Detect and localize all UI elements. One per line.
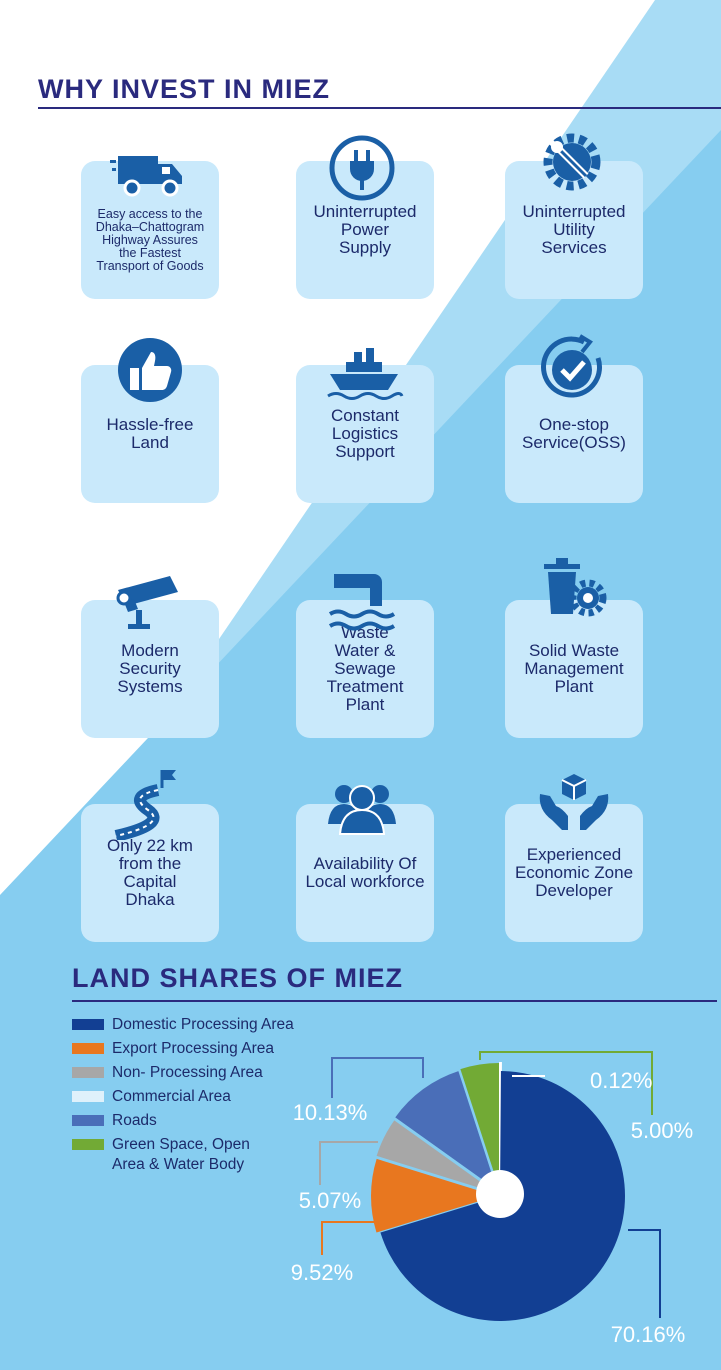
pie-slice [460,1063,499,1188]
legend-swatch [72,1139,104,1150]
waste-bin-gear-icon [544,558,607,617]
feature-label: Solid Waste Management Plant [524,641,624,696]
legend-label: Roads [112,1112,157,1129]
title-underline [38,107,721,109]
power-plug-icon [329,135,395,201]
legend-label: Domestic Processing Area [112,1016,294,1033]
legend-item: Domestic Processing Area [72,1015,294,1039]
legend-item: Export Processing Area [72,1039,294,1063]
pie-leader-line [479,1051,653,1115]
land-section-title: LAND SHARES OF MIEZ [72,963,404,993]
feature-card: Modern Security Systems [81,600,219,738]
cargo-ship-icon [327,348,404,400]
pie-leader-line [331,1057,424,1098]
legend-label: Green Space, Open Area & Water Body [112,1136,250,1173]
legend-swatch [72,1091,104,1102]
pie-data-label: 9.52% [291,1260,353,1285]
feature-card: Easy access to the Dhaka–Chattogram High… [81,161,219,299]
delivery-truck-icon [110,156,182,197]
pie-slice [499,1061,502,1189]
pie-leader-line [319,1141,378,1185]
legend-item: Commercial Area [72,1087,294,1111]
feature-label: Modern Security Systems [117,641,183,696]
feature-label: Waste Water & Sewage Treatment Plant [326,623,404,714]
pie-slice [371,1158,496,1233]
feature-label: Uninterrupted Power Supply [313,202,417,257]
legend-swatch [72,1019,104,1030]
page-title: WHY INVEST IN MIEZ [38,74,331,104]
security-camera-icon [116,576,178,629]
feature-label: Constant Logistics Support [330,406,400,461]
legend-item: Non- Processing Area [72,1063,294,1087]
winding-road-flag-icon [114,770,176,840]
legend-swatch [72,1067,104,1078]
feature-card: Experienced Economic Zone Developer [505,804,643,942]
pie-leader-line [628,1229,661,1318]
legend-swatch [72,1043,104,1054]
pie-data-label: 5.07% [299,1188,361,1213]
legend-item: Green Space, Open Area & Water Body [72,1135,294,1179]
sewage-pipe-icon [328,574,396,631]
pie-slice [395,1071,497,1190]
pie-slice [376,1120,496,1193]
thumbs-up-icon [118,338,182,402]
chart-legend: Domestic Processing Area Export Processin… [72,1015,294,1179]
feature-card: Uninterrupted Power Supply [296,161,434,299]
legend-label: Non- Processing Area [112,1064,263,1081]
legend-label: Commercial Area [112,1088,231,1105]
pie-leader-line [321,1221,388,1255]
feature-card: One-stop Service(OSS) [505,365,643,503]
feature-label: Uninterrupted Utility Services [522,202,626,257]
feature-label: One-stop Service(OSS) [522,415,626,452]
hands-box-icon [539,774,609,830]
pie-data-label: 70.16% [611,1322,686,1347]
pie-center-hole [476,1170,524,1218]
pie-data-label: 0.12% [590,1068,652,1093]
land-title-underline [72,1000,717,1002]
wrench-gear-icon [543,133,601,191]
feature-label: Hassle-free Land [106,415,194,452]
feature-label: Experienced Economic Zone Developer [514,845,634,900]
people-group-icon [328,785,396,835]
feature-label: Only 22 km from the Capital Dhaka [107,836,193,909]
legend-label: Export Processing Area [112,1040,274,1057]
pie-data-label: 5.00% [631,1118,693,1143]
legend-item: Roads [72,1111,294,1135]
check-circle-icon [541,334,602,398]
feature-label: Availability Of Local workforce [305,854,425,891]
feature-card: Uninterrupted Utility Services [505,161,643,299]
pie-data-label: 10.13% [293,1100,368,1125]
legend-swatch [72,1115,104,1126]
feature-label: Easy access to the Dhaka–Chattogram High… [95,206,205,273]
feature-card: Solid Waste Management Plant [505,600,643,738]
